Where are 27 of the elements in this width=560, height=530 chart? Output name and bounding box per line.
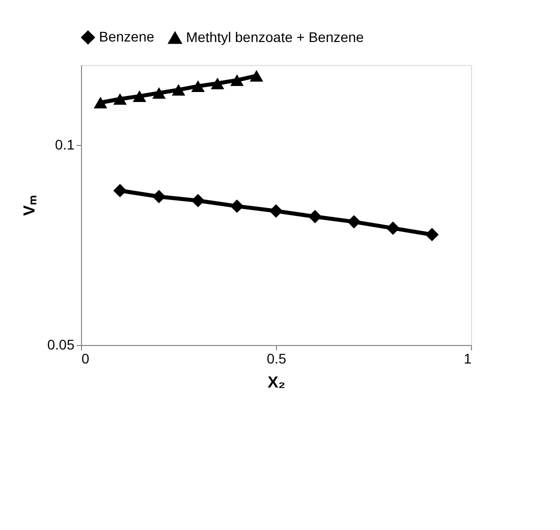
point — [113, 184, 127, 198]
point — [152, 190, 166, 204]
point — [308, 210, 322, 224]
legend-label: Methtyl benzoate + Benzene — [186, 28, 364, 45]
x-tick-label: 0 — [82, 350, 90, 366]
point — [386, 221, 400, 235]
legend-label: Benzene — [99, 28, 154, 44]
point — [347, 215, 361, 229]
point — [152, 87, 166, 99]
point — [230, 74, 244, 86]
point — [230, 199, 244, 213]
x-tick-label: 1 — [464, 350, 472, 366]
point — [425, 228, 439, 242]
x-axis-title: X₂ — [268, 374, 286, 392]
y-tick-label: 0.1 — [55, 136, 75, 152]
x-tick-label: 0.5 — [266, 350, 286, 366]
point — [191, 194, 205, 208]
point — [132, 90, 146, 102]
y-axis-title: Vₘ — [21, 195, 38, 216]
y-tick-label: 0.05 — [47, 336, 75, 352]
point — [172, 84, 186, 96]
point — [250, 70, 264, 82]
point — [191, 80, 205, 92]
point — [210, 78, 224, 90]
point — [94, 96, 108, 108]
point — [113, 93, 127, 105]
point — [269, 204, 283, 218]
